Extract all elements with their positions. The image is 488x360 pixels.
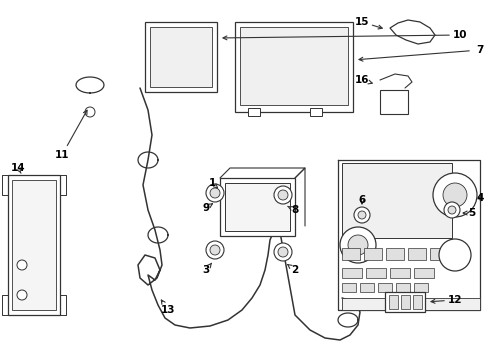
Circle shape bbox=[85, 107, 95, 117]
Text: 5: 5 bbox=[468, 208, 475, 218]
Bar bbox=[8, 175, 60, 315]
Text: 12: 12 bbox=[447, 295, 461, 305]
Bar bbox=[377, 283, 391, 292]
Circle shape bbox=[17, 290, 27, 300]
Bar bbox=[413, 283, 427, 292]
Bar bbox=[341, 283, 355, 292]
Bar bbox=[388, 295, 397, 309]
Bar bbox=[220, 178, 294, 236]
Bar bbox=[145, 22, 217, 92]
Bar bbox=[359, 283, 373, 292]
Circle shape bbox=[273, 186, 291, 204]
Text: 2: 2 bbox=[291, 265, 298, 275]
Bar bbox=[412, 295, 421, 309]
Circle shape bbox=[273, 243, 291, 261]
Bar bbox=[407, 248, 425, 260]
Text: 15: 15 bbox=[354, 17, 368, 27]
Bar bbox=[341, 298, 479, 310]
Bar bbox=[400, 295, 409, 309]
Circle shape bbox=[278, 247, 287, 257]
Circle shape bbox=[339, 227, 375, 263]
Bar bbox=[247, 108, 260, 116]
Bar bbox=[363, 248, 381, 260]
Circle shape bbox=[209, 245, 220, 255]
Text: 10: 10 bbox=[452, 30, 467, 40]
Bar bbox=[389, 268, 409, 278]
Bar bbox=[429, 248, 447, 260]
Bar bbox=[12, 180, 56, 310]
Text: 4: 4 bbox=[475, 193, 483, 203]
Circle shape bbox=[438, 239, 470, 271]
Circle shape bbox=[353, 207, 369, 223]
Circle shape bbox=[347, 235, 367, 255]
Bar bbox=[150, 27, 212, 87]
Bar bbox=[413, 268, 433, 278]
Text: 7: 7 bbox=[475, 45, 483, 55]
Text: 1: 1 bbox=[208, 178, 215, 188]
Bar bbox=[384, 292, 424, 312]
Circle shape bbox=[205, 241, 224, 259]
Circle shape bbox=[205, 184, 224, 202]
Bar bbox=[341, 268, 361, 278]
Text: 3: 3 bbox=[202, 265, 209, 275]
Bar bbox=[385, 248, 403, 260]
Text: 9: 9 bbox=[202, 203, 209, 213]
Polygon shape bbox=[389, 20, 434, 44]
Circle shape bbox=[209, 188, 220, 198]
Circle shape bbox=[17, 260, 27, 270]
Circle shape bbox=[278, 190, 287, 200]
Text: 14: 14 bbox=[11, 163, 25, 173]
Bar bbox=[240, 27, 347, 105]
Text: 8: 8 bbox=[291, 205, 298, 215]
Bar bbox=[341, 163, 451, 238]
Bar bbox=[309, 108, 321, 116]
Bar bbox=[235, 22, 352, 112]
Circle shape bbox=[443, 202, 459, 218]
Text: 11: 11 bbox=[55, 150, 69, 160]
Bar bbox=[365, 268, 385, 278]
Bar bbox=[395, 283, 409, 292]
Circle shape bbox=[447, 206, 455, 214]
Bar bbox=[379, 90, 407, 114]
Circle shape bbox=[442, 183, 466, 207]
Circle shape bbox=[357, 211, 365, 219]
Text: 16: 16 bbox=[354, 75, 368, 85]
Text: 6: 6 bbox=[358, 195, 365, 205]
Text: 13: 13 bbox=[161, 305, 175, 315]
Circle shape bbox=[432, 173, 476, 217]
Bar bbox=[341, 248, 359, 260]
Bar bbox=[224, 183, 289, 231]
